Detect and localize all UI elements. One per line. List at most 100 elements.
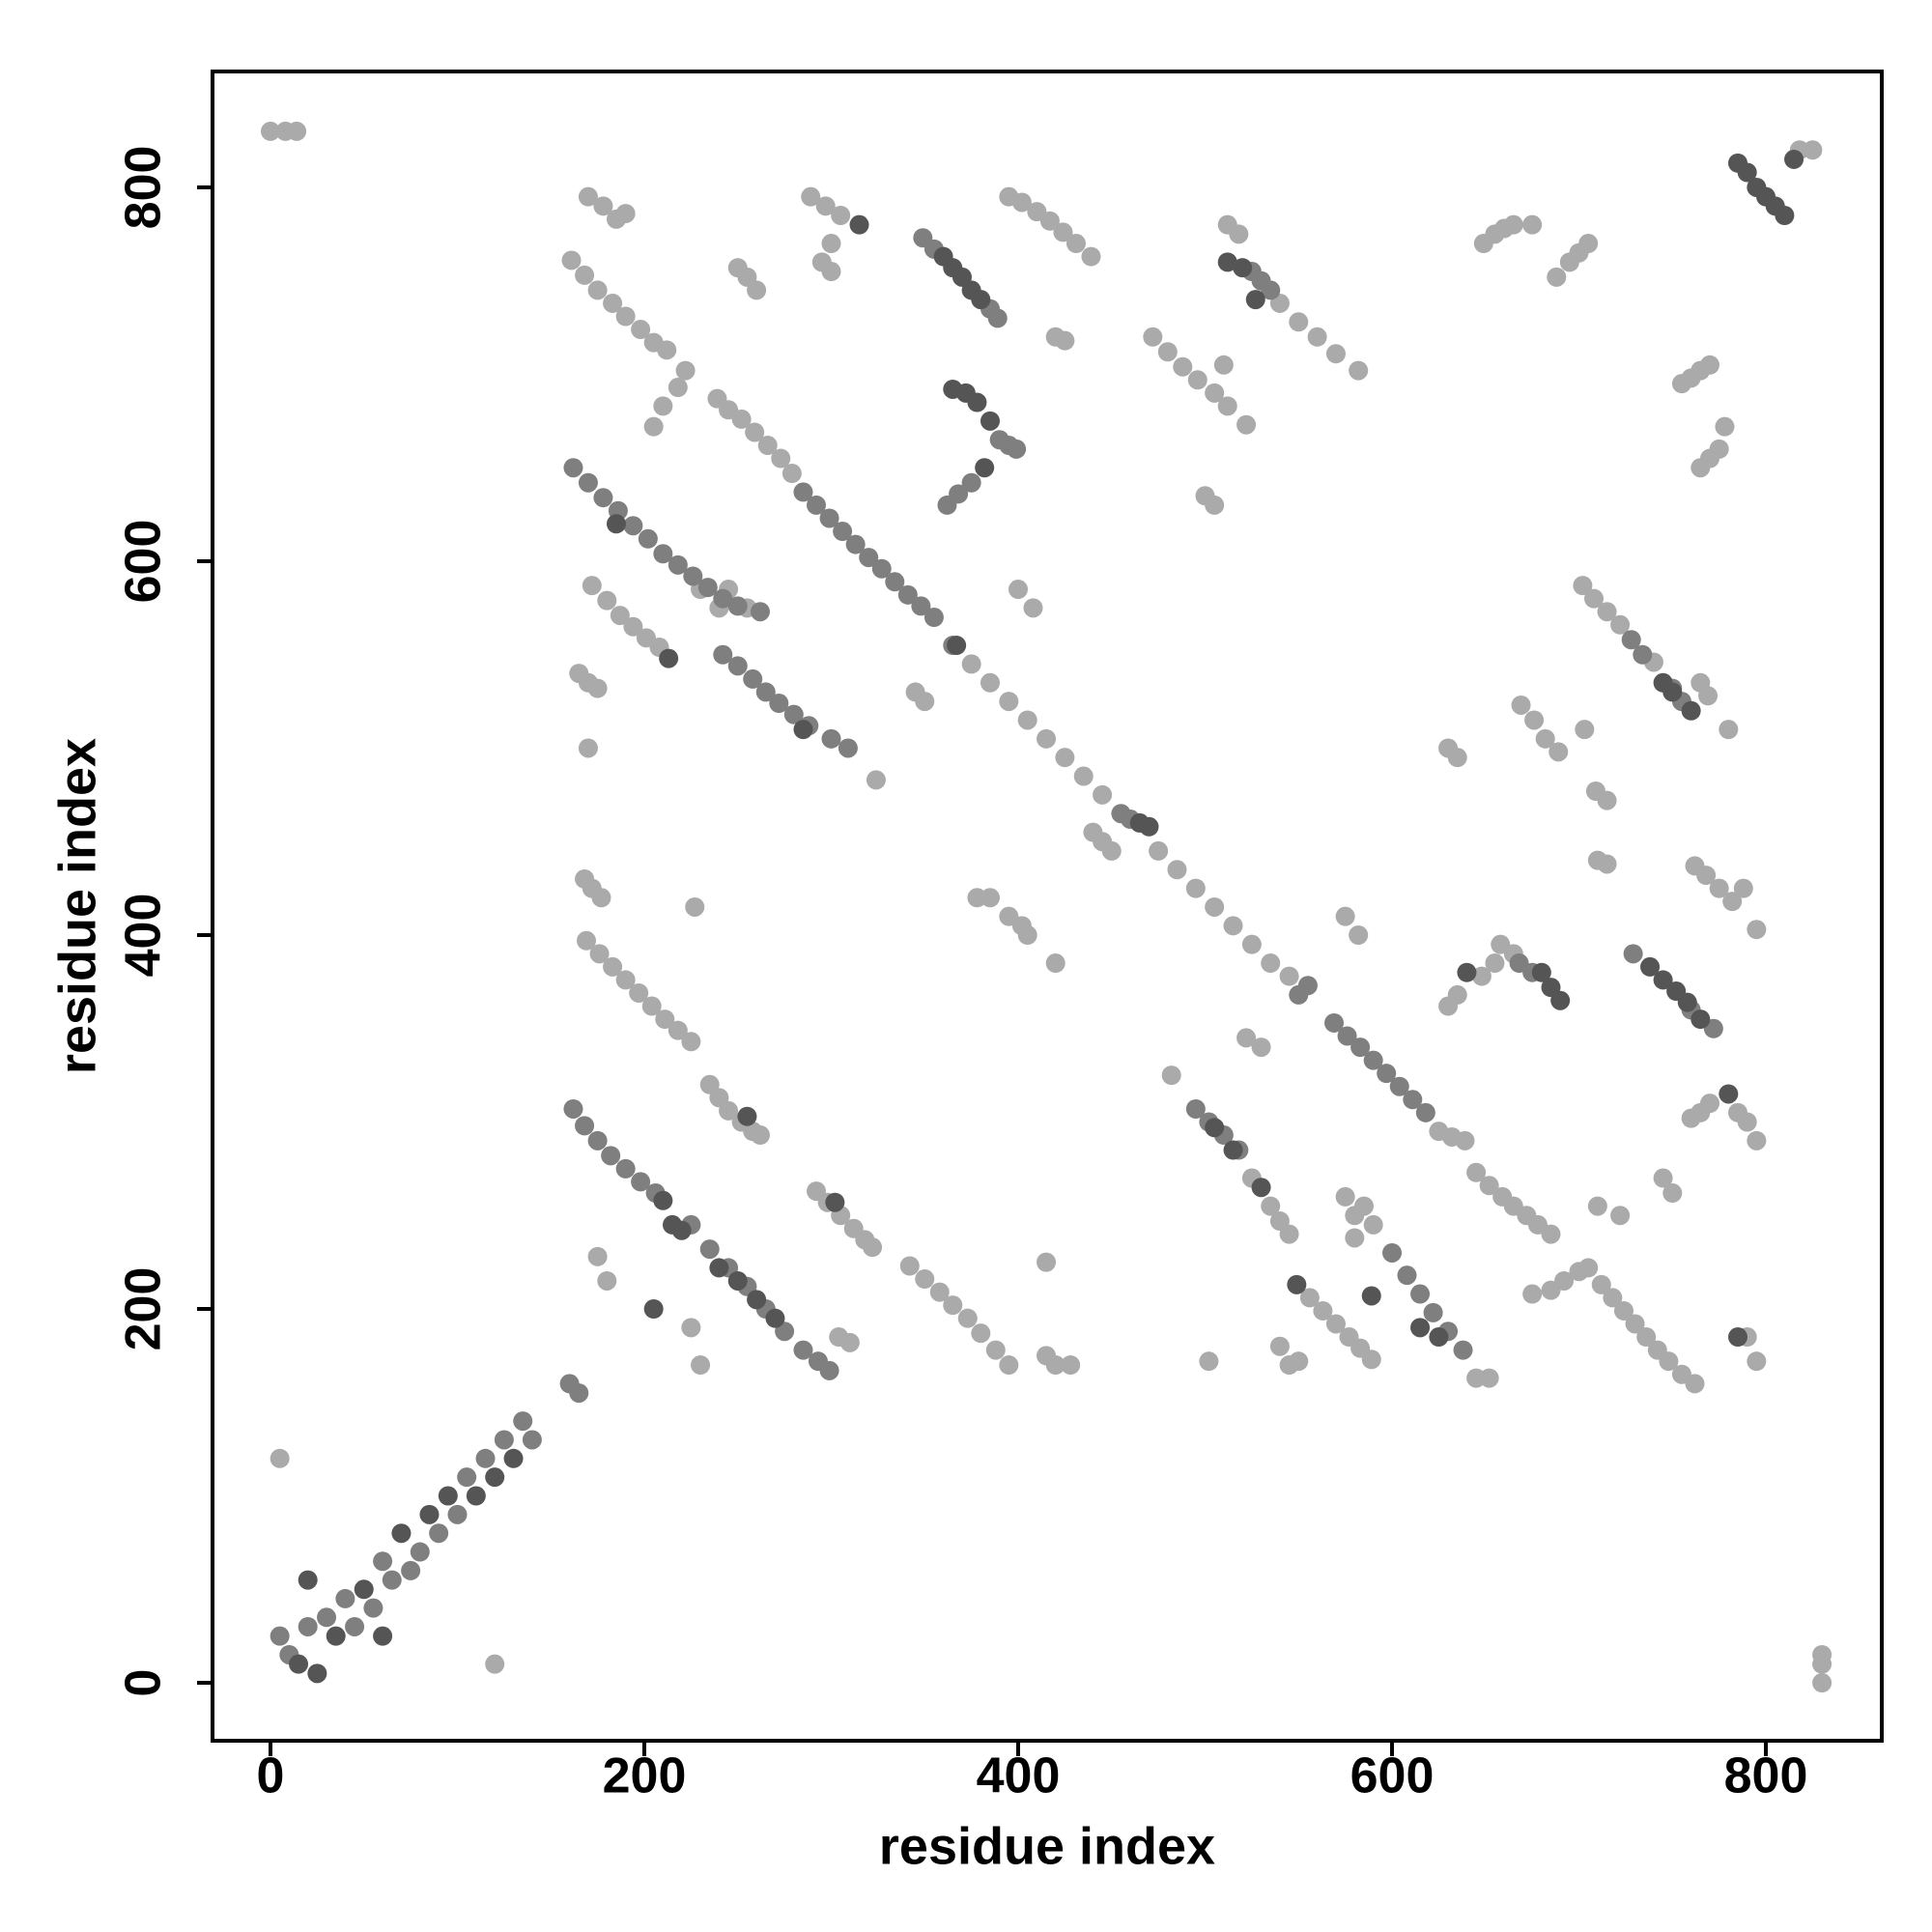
point — [1625, 1314, 1645, 1334]
point — [750, 1125, 770, 1146]
point — [601, 1146, 621, 1166]
point — [1573, 576, 1593, 596]
y-axis-title: residue index — [48, 738, 106, 1074]
point — [631, 320, 651, 340]
point — [1653, 1168, 1673, 1188]
point — [578, 186, 598, 207]
point — [1547, 267, 1567, 287]
point — [1584, 588, 1605, 609]
point — [606, 514, 626, 534]
point — [1229, 224, 1249, 244]
point — [897, 584, 918, 605]
point — [270, 1626, 290, 1646]
point — [999, 692, 1019, 712]
point — [675, 360, 696, 381]
point — [1775, 205, 1795, 225]
point — [1325, 1314, 1346, 1334]
point — [317, 1607, 337, 1628]
point — [1623, 944, 1643, 964]
x-tick-label: 600 — [1350, 1748, 1435, 1804]
point — [1479, 1368, 1499, 1388]
point — [593, 488, 613, 508]
point — [287, 121, 307, 141]
point — [668, 554, 688, 575]
point — [849, 214, 869, 235]
point — [1353, 1196, 1374, 1216]
point — [1403, 1090, 1423, 1110]
point — [1361, 1286, 1381, 1306]
point — [1728, 1327, 1748, 1348]
point — [1167, 860, 1187, 880]
point — [1093, 784, 1113, 805]
point — [401, 1560, 421, 1580]
point — [1548, 742, 1569, 762]
point — [391, 1523, 412, 1544]
point — [1241, 934, 1262, 954]
plot-frame — [211, 70, 1884, 1743]
point — [1410, 1284, 1431, 1304]
point — [1511, 695, 1531, 715]
point — [1715, 416, 1735, 437]
point — [326, 1626, 346, 1646]
point — [307, 1663, 327, 1684]
point — [1662, 682, 1683, 702]
point — [1737, 1112, 1757, 1132]
point — [457, 1467, 477, 1488]
point — [845, 534, 866, 554]
point — [697, 578, 718, 598]
point — [1522, 1284, 1543, 1304]
point — [765, 1308, 785, 1328]
point — [1009, 580, 1029, 600]
point — [911, 596, 931, 616]
point — [1699, 355, 1719, 375]
point — [1261, 1196, 1281, 1216]
point — [1681, 700, 1701, 721]
point — [737, 1106, 757, 1126]
point — [1187, 370, 1208, 390]
point — [1205, 383, 1225, 403]
point — [587, 280, 608, 300]
point — [1053, 222, 1073, 242]
point — [641, 996, 662, 1016]
point — [1722, 892, 1743, 912]
point — [643, 1299, 664, 1320]
point — [747, 280, 767, 300]
point — [623, 616, 643, 637]
point — [429, 1523, 449, 1544]
point — [447, 1504, 468, 1524]
point — [593, 196, 613, 216]
point — [1045, 1355, 1065, 1376]
point — [899, 1256, 920, 1276]
point — [1597, 602, 1617, 622]
point — [615, 306, 636, 327]
point — [1349, 360, 1369, 381]
point — [745, 422, 765, 442]
point — [1149, 840, 1169, 861]
point — [1690, 1009, 1711, 1030]
point — [915, 692, 935, 712]
point — [801, 186, 821, 207]
point — [947, 636, 967, 656]
point — [1541, 1224, 1561, 1244]
point — [298, 1570, 318, 1590]
point — [522, 1430, 542, 1450]
point — [871, 558, 892, 579]
point — [1485, 953, 1505, 974]
point — [757, 436, 778, 456]
point — [587, 678, 608, 698]
point — [1299, 1288, 1320, 1308]
point — [1217, 396, 1237, 416]
point — [755, 682, 776, 702]
point — [615, 204, 636, 224]
point — [382, 1570, 402, 1590]
point — [1055, 748, 1075, 768]
point — [1261, 280, 1281, 300]
point — [485, 1654, 505, 1674]
point — [1223, 916, 1243, 936]
point — [1023, 598, 1043, 618]
point — [1621, 630, 1641, 650]
point — [1453, 1340, 1473, 1360]
point — [1591, 1274, 1611, 1294]
point — [1287, 1274, 1307, 1294]
point — [1535, 728, 1555, 749]
